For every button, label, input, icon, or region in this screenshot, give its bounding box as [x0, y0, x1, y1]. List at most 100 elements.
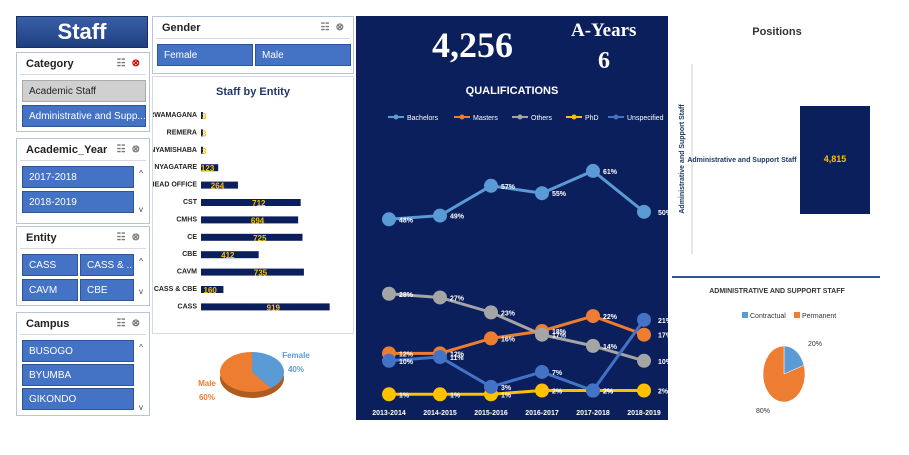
pie-category-label: Male [198, 379, 216, 388]
entity-tick-label: NYAGATARE [154, 164, 197, 171]
pie-data-label: 60% [199, 393, 215, 402]
series-data-label: 49% [450, 214, 465, 221]
multi-select-icon[interactable]: ☷ [320, 22, 330, 33]
entity-slicer[interactable]: Entity ☷ ⊗ CASS CASS & ... CAVM CBE ^ v [16, 226, 150, 306]
entity-data-label: 694 [251, 216, 265, 225]
clear-filter-icon[interactable]: ⊗ [131, 144, 140, 155]
gender-pie-slice [220, 352, 271, 392]
series-data-label: 1% [399, 392, 410, 399]
series-data-label: 22% [603, 314, 618, 321]
entity-item-cass-and[interactable]: CASS & ... [80, 254, 134, 276]
category-item-administrative[interactable]: Administrative and Supp... [22, 105, 146, 127]
entity-data-label: 712 [252, 199, 266, 208]
series-point [484, 178, 498, 193]
series-point [535, 364, 549, 379]
dashboard-title: Staff [16, 16, 148, 48]
series-point [382, 212, 396, 227]
category-item-academic-staff[interactable]: Academic Staff [22, 80, 146, 102]
scroll-down-icon[interactable]: v [139, 403, 143, 412]
multi-select-icon[interactable]: ☷ [116, 318, 126, 329]
entity-data-label: 123 [201, 164, 215, 173]
gender-pie-panel: Female 40% Male 60% [152, 336, 354, 416]
entity-tick-label: CMHS [176, 216, 197, 223]
gender-slicer[interactable]: Gender ☷ ⊗ Female Male [152, 16, 354, 74]
x-tick-label: 2016-2017 [525, 410, 559, 417]
series-data-label: 7% [552, 370, 563, 377]
entity-data-label: 735 [254, 269, 268, 278]
clear-filter-icon[interactable]: ⊗ [335, 22, 344, 33]
series-data-label: 2% [603, 389, 614, 396]
series-data-label: 3% [501, 385, 512, 392]
multi-select-icon[interactable]: ☷ [116, 144, 126, 155]
entity-tick-label: CASS [178, 303, 198, 310]
series-data-label: 17% [658, 333, 668, 340]
scroll-down-icon[interactable]: v [139, 205, 143, 214]
scroll-down-icon[interactable]: v [139, 287, 143, 296]
entity-bar [201, 251, 259, 259]
entity-item-cass[interactable]: CASS [22, 254, 78, 276]
staff-by-entity-chart: RWAMAGANA 3 REMERA 3 NYAMISHABA 3 NYAGATARE 123… [153, 112, 330, 312]
qualifications-chart: Bachelors Masters Others PhD Unspecified 2013… [372, 114, 668, 417]
entity-tick-label: CASS & CBE [154, 286, 198, 293]
scroll-up-icon[interactable]: ^ [139, 257, 143, 266]
scroll-up-icon[interactable]: ^ [139, 169, 143, 178]
series-point [637, 383, 651, 398]
series-data-label: 23% [501, 310, 516, 317]
entity-item-cbe[interactable]: CBE [80, 279, 134, 301]
academic-year-item-2018[interactable]: 2018-2019 [22, 191, 134, 213]
series-data-label: 50% [658, 210, 668, 217]
gender-pie-slice [252, 352, 284, 389]
legend-label: Contractual [750, 313, 786, 320]
positions-panel: Positions Administrative and Support Sta… [672, 16, 882, 266]
entity-bar [201, 216, 299, 224]
series-point [433, 350, 447, 365]
academic-year-item-2017[interactable]: 2017-2018 [22, 166, 134, 188]
positions-title: Positions [752, 26, 802, 38]
gender-item-female[interactable]: Female [157, 44, 253, 66]
series-data-label: 10% [658, 359, 668, 366]
entity-item-cavm[interactable]: CAVM [22, 279, 78, 301]
legend-swatch [794, 312, 800, 318]
legend-label: Unspecified [627, 115, 664, 122]
x-tick-label: 2018-2019 [627, 410, 661, 417]
x-tick-label: 2013-2014 [372, 410, 406, 417]
academic-year-slicer[interactable]: Academic_Year ☷ ⊗ 2017-2018 2018-2019 ^ v [16, 138, 150, 224]
clear-filter-icon[interactable]: ⊗ [131, 58, 140, 69]
entity-bar [201, 303, 330, 311]
campus-slicer-label: Campus [26, 317, 70, 330]
series-point [382, 286, 396, 301]
entity-tick-label: CST [183, 199, 198, 206]
multi-select-icon[interactable]: ☷ [116, 232, 126, 243]
entity-tick-label: CE [187, 234, 197, 241]
pie-data-label: 40% [288, 365, 304, 374]
academic-years-label: A-Years [571, 20, 637, 41]
multi-select-icon[interactable]: ☷ [116, 58, 126, 69]
series-line [388, 292, 645, 363]
legend-marker [613, 114, 619, 120]
positions-bar [800, 106, 870, 214]
entity-tick-label: REMERA [167, 129, 197, 136]
campus-item-gikondo[interactable]: GIKONDO [22, 388, 134, 410]
legend-label: PhD [585, 115, 599, 122]
scroll-up-icon[interactable]: ^ [139, 343, 143, 352]
pie-data-label: 20% [808, 341, 822, 348]
series-point [637, 327, 651, 342]
academic-year-slicer-label: Academic_Year [26, 143, 108, 156]
academic-years-value: 6 [598, 48, 610, 74]
series-point [586, 383, 600, 398]
entity-data-label: 725 [253, 234, 267, 243]
series-data-label: 27% [450, 295, 465, 302]
clear-filter-icon[interactable]: ⊗ [131, 318, 140, 329]
campus-item-byumba[interactable]: BYUMBA [22, 364, 134, 386]
pie-data-label: 80% [756, 408, 770, 415]
clear-filter-icon[interactable]: ⊗ [131, 232, 140, 243]
x-tick-label: 2017-2018 [576, 410, 610, 417]
admin-staff-panel: ADMINISTRATIVE AND SUPPORT STAFF Contrac… [672, 280, 882, 418]
campus-item-busogo[interactable]: BUSOGO [22, 340, 134, 362]
campus-slicer[interactable]: Campus ☷ ⊗ BUSOGO BYUMBA GIKONDO ^ v [16, 312, 150, 416]
category-slicer[interactable]: Category ☷ ⊗ Academic Staff Administrative… [16, 52, 150, 132]
entity-data-label: 3 [202, 129, 207, 138]
gender-item-male[interactable]: Male [255, 44, 351, 66]
entity-bar [201, 129, 203, 137]
entity-bar [201, 286, 224, 293]
